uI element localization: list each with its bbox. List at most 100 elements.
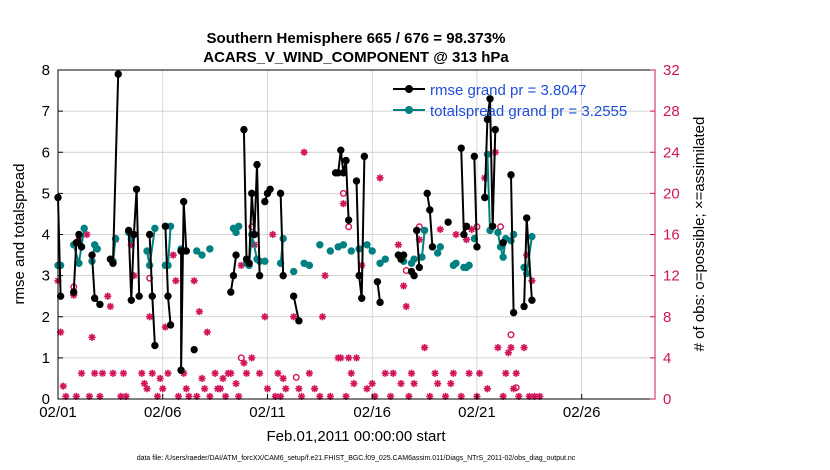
y-tick-label-0: 0 [42, 391, 50, 408]
rmse-point-2-1 [90, 294, 99, 302]
obs-assimilated-stroke [465, 370, 473, 377]
obs-assimilated-stroke [138, 370, 145, 377]
obs-assimilated-point-83 [345, 354, 353, 362]
obs-assimilated-stroke [185, 393, 193, 400]
obs-assimilated-stroke [468, 226, 475, 233]
obs-assimilated-stroke [88, 334, 96, 341]
obs-assimilated-point-33 [169, 251, 177, 259]
obs-assimilated-point-9 [85, 392, 94, 401]
totalspread-point-10-1 [232, 228, 240, 237]
obs-assimilated-stroke [403, 303, 410, 310]
obs-assimilated-point-109 [447, 379, 455, 388]
totalspread-point-12-1 [279, 234, 287, 243]
obs-assimilated-point-48 [216, 385, 224, 393]
totalspread-point-5-2 [151, 224, 159, 233]
rmse-point-15-3 [360, 152, 369, 161]
obs-assimilated-stroke [520, 344, 528, 351]
rmse-line-segment-10 [242, 129, 261, 276]
obs-assimilated-stroke [146, 313, 153, 320]
rmse-line-segment-22 [460, 148, 468, 236]
rmse-point-10-3 [248, 189, 256, 198]
totalspread-point-6-1 [164, 261, 172, 270]
obs-assimilated-point-114 [465, 369, 473, 377]
rmse-point-10-5 [253, 160, 261, 169]
totalspread-point-1-1 [75, 259, 83, 267]
legend-marker-rmse [405, 85, 413, 93]
rmse-point-1-0 [70, 288, 78, 296]
obs-assimilated-point-125 [507, 343, 515, 352]
rmse-line-segment-15 [355, 156, 366, 300]
obs-assimilated-point-121 [494, 343, 502, 352]
obs-assimilated-stroke [204, 329, 211, 336]
obs-assimilated-stroke [240, 359, 248, 367]
obs-assimilated-stroke [484, 385, 491, 392]
rmse-point-4-0 [124, 226, 133, 235]
rmse-point-4-2 [130, 230, 138, 239]
obs-assimilated-stroke [122, 393, 130, 400]
rmse-point-1-2 [75, 230, 83, 239]
obs-assimilated-stroke [353, 354, 360, 362]
obs-assimilated-stroke [164, 370, 172, 377]
x-tick-label-1: 02/06 [144, 404, 182, 421]
totalspread-point-13-0 [289, 267, 298, 276]
totalspread-line-segment-25 [421, 230, 426, 258]
rmse-line-segment-3 [109, 74, 120, 265]
obs-assimilated-stroke [282, 385, 289, 392]
totalspread-point-22-0 [376, 259, 384, 267]
rmse-point-20-1 [426, 206, 434, 214]
rmse-point-18-1 [410, 271, 418, 280]
rmse-point-10-4 [250, 230, 259, 239]
obs-assimilated-stroke [526, 393, 533, 400]
obs-assimilated-point-74 [311, 385, 319, 393]
obs-assimilated-point-117 [475, 369, 484, 377]
obs-assimilated-stroke [421, 344, 428, 351]
obs-assimilated-point-90 [371, 392, 379, 401]
rmse-line-segment-19 [415, 230, 421, 268]
rmse-point-27-1 [522, 214, 531, 222]
obs-assimilated-stroke [232, 380, 240, 387]
rmse-point-22-0 [457, 144, 465, 152]
y-right-tick-label-8: 32 [663, 62, 680, 79]
obs-assimilated-stroke [408, 370, 415, 377]
obs-assimilated-point-39 [190, 277, 198, 285]
y-axis-label-right: # of obs: o=possible; ×=assimilated [691, 117, 708, 352]
totalspread-point-8-0 [193, 247, 201, 255]
totalspread-point-9-0 [206, 245, 214, 253]
obs-assimilated-stroke [264, 385, 271, 392]
obs-assimilated-point-75 [316, 392, 324, 401]
obs-possible-point-11 [507, 331, 515, 339]
obs-assimilated-stroke [410, 380, 418, 387]
obs-assimilated-stroke [499, 393, 507, 400]
obs-assimilated-point-89 [368, 379, 376, 388]
obs-assimilated-point-92 [381, 369, 389, 377]
obs-assimilated-stroke [371, 393, 378, 400]
obs-assimilated-stroke [342, 393, 350, 400]
rmse-point-24-4 [491, 125, 499, 134]
obs-assimilated-point-110 [449, 369, 457, 377]
obs-assimilated-point-101 [410, 379, 418, 388]
rmse-line-segment-1 [72, 233, 83, 293]
totalspread-point-21-1 [368, 247, 376, 255]
rmse-point-1-3 [77, 243, 86, 251]
rmse-line-segment-7 [180, 200, 188, 372]
rmse-point-11-2 [266, 185, 274, 193]
x-tick-label-2: 02/11 [249, 404, 285, 421]
totalspread-point-27-1 [452, 259, 460, 267]
obs-assimilated-stroke [431, 370, 439, 377]
obs-assimilated-point-13 [98, 369, 107, 377]
rmse-point-10-2 [245, 259, 253, 267]
obs-assimilated-stroke [172, 277, 179, 284]
totalspread-point-15-0 [305, 261, 314, 270]
obs-assimilated-stroke [463, 236, 470, 243]
obs-assimilated-point-115 [468, 225, 476, 233]
totalspread-point-1-2 [80, 224, 88, 233]
obs-assimilated-point-43 [201, 385, 209, 393]
obs-assimilated-point-76 [318, 313, 327, 321]
y-right-tick-label-7: 28 [663, 103, 680, 120]
obs-assimilated-point-105 [431, 369, 439, 377]
obs-assimilated-point-73 [305, 369, 313, 377]
obs-assimilated-point-68 [282, 385, 290, 393]
rmse-point-15-1 [355, 271, 363, 280]
y-tick-label-1: 1 [42, 350, 50, 367]
obs-assimilated-point-28 [153, 392, 162, 401]
